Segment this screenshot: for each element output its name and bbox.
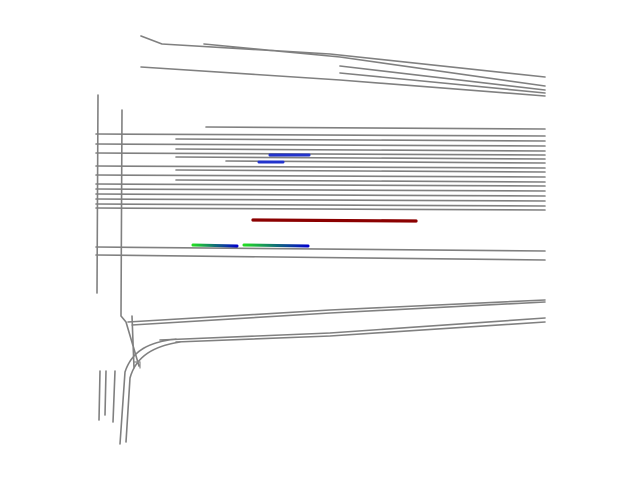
left-vertical-group: [96, 94, 140, 369]
yard-track-9: [95, 165, 546, 169]
train-group: [151, 153, 418, 248]
yard-track-7: [175, 156, 546, 160]
mainline-4: [175, 321, 546, 343]
yard-track-11: [95, 174, 546, 178]
curve-track-2: [125, 341, 181, 443]
yard-track-12: [175, 179, 546, 183]
yard-track-20: [95, 254, 546, 261]
short-track-3: [112, 370, 116, 423]
yard-track-6: [95, 152, 546, 156]
track-vertical-2: [120, 109, 140, 367]
top-track-group: [140, 35, 546, 97]
mainline-1: [127, 299, 546, 323]
train-highlighted: [251, 218, 418, 223]
train-j: [191, 243, 239, 248]
yard-track-18: [95, 207, 546, 211]
yard-track-15: [95, 193, 546, 197]
track-top-4: [339, 72, 546, 94]
bottom-curve-group: [98, 338, 181, 445]
yard-track-16: [95, 198, 546, 202]
yard-track-group: [95, 126, 546, 261]
yard-track-10: [175, 169, 546, 173]
track-top-5: [140, 66, 546, 97]
track-top-1: [140, 35, 546, 78]
yard-track-1: [205, 126, 546, 130]
yard-track-14: [95, 188, 546, 192]
yard-track-17: [95, 203, 546, 207]
yard-track-3: [175, 138, 546, 142]
yard-track-4: [95, 143, 546, 147]
track-top-2: [203, 43, 546, 87]
track-top-3: [339, 65, 546, 91]
track-vertical-3: [131, 315, 135, 369]
train-k: [242, 243, 310, 248]
mainline-2: [131, 301, 546, 326]
yard-track-2: [95, 133, 546, 137]
yard-track-19: [95, 246, 546, 252]
curve-track-1: [119, 338, 177, 445]
mainline-3: [159, 317, 546, 341]
stub-track: [133, 361, 141, 369]
yard-track-13: [95, 183, 546, 187]
short-track-1: [98, 370, 101, 421]
short-track-2: [104, 370, 107, 416]
yard-track-5: [175, 148, 546, 152]
lower-mainline-group: [127, 299, 546, 343]
